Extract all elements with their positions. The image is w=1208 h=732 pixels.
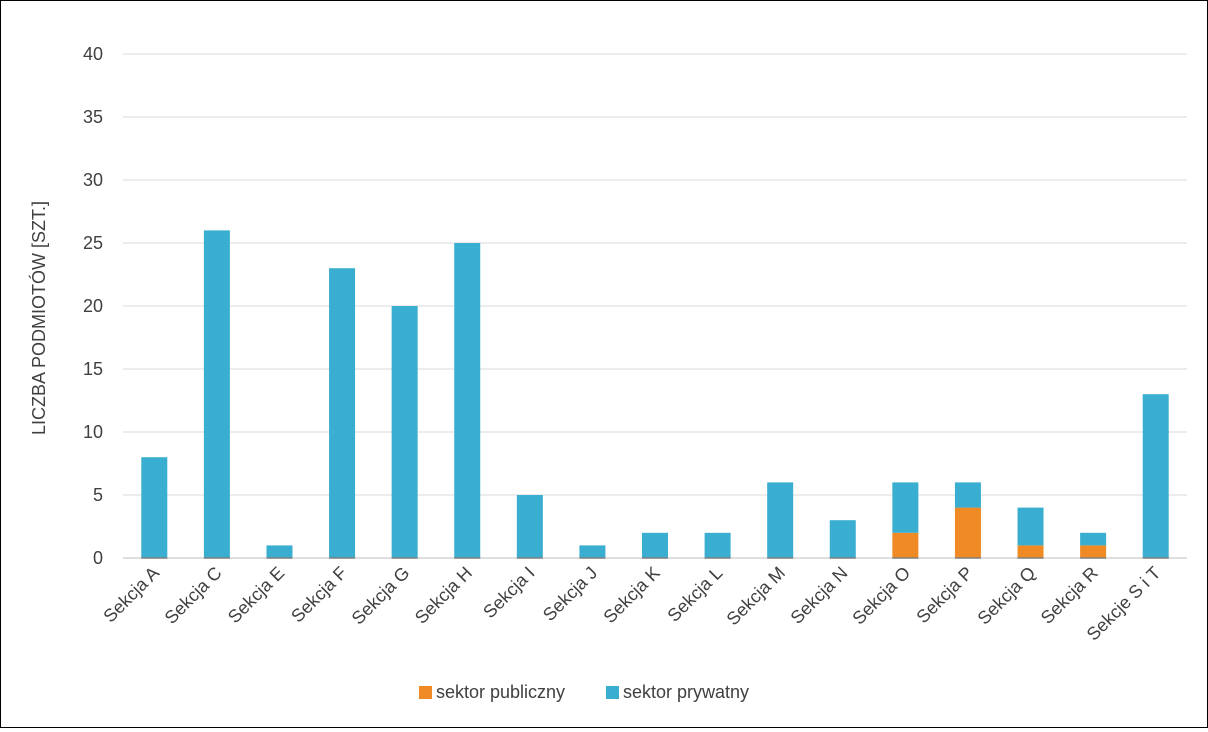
x-tick-label: Sekcja H	[411, 563, 476, 628]
bars	[141, 230, 1169, 559]
y-tick-label: 35	[83, 107, 103, 127]
x-tick-label: Sekcja K	[599, 563, 663, 627]
y-tick-label: 30	[83, 170, 103, 190]
y-tick-label: 15	[83, 359, 103, 379]
y-axis-ticks: 0 5 10 15 20 25 30 35 40	[83, 44, 103, 568]
y-tick-label: 10	[83, 422, 103, 442]
bar-sektor-prywatny	[266, 545, 293, 558]
bar-sektor-prywatny	[454, 243, 481, 558]
x-tick-label: Sekcja F	[287, 563, 351, 627]
bar-sektor-publiczny	[1080, 545, 1107, 558]
bar-sektor-prywatny	[767, 482, 794, 558]
bar-sektor-prywatny	[203, 230, 230, 558]
x-tick-label: Sekcja G	[348, 563, 414, 629]
y-axis-label: LICZBA PODMIOTÓW [SZT.]	[28, 201, 49, 435]
bar-sektor-prywatny	[1142, 394, 1169, 558]
x-tick-label: Sekcja M	[723, 563, 789, 629]
bar-sektor-publiczny	[892, 532, 919, 558]
bar-sektor-prywatny	[329, 268, 356, 558]
bar-sektor-prywatny	[579, 545, 606, 558]
legend-swatch	[606, 686, 619, 699]
x-tick-label: Sekcja J	[539, 563, 601, 625]
y-tick-label: 0	[93, 548, 103, 568]
y-tick-label: 40	[83, 44, 103, 64]
bar-sektor-prywatny	[1080, 532, 1107, 546]
bar-sektor-prywatny	[892, 482, 919, 533]
x-tick-label: Sekcja N	[787, 563, 852, 628]
bar-sektor-publiczny	[1017, 545, 1044, 558]
bar-sektor-publiczny	[954, 507, 981, 558]
x-tick-label: Sekcja R	[1037, 563, 1102, 628]
bar-sektor-prywatny	[829, 520, 856, 558]
bar-sektor-prywatny	[954, 482, 981, 508]
legend-label: sektor prywatny	[623, 682, 749, 702]
x-tick-label: Sekcja P	[912, 563, 976, 627]
bar-sektor-prywatny	[642, 532, 668, 558]
bar-sektor-prywatny	[391, 306, 418, 558]
bar-sektor-prywatny	[1017, 507, 1044, 546]
x-tick-label: Sekcja L	[663, 563, 726, 626]
legend-label: sektor publiczny	[436, 682, 565, 702]
x-tick-label: Sekcja O	[848, 563, 914, 629]
x-tick-label: Sekcja E	[224, 563, 288, 627]
x-tick-label: Sekcja A	[99, 563, 163, 627]
x-tick-label: Sekcja I	[479, 563, 538, 622]
legend-swatch	[419, 686, 432, 699]
bar-sektor-prywatny	[516, 495, 543, 558]
gridlines	[123, 53, 1187, 559]
y-tick-label: 20	[83, 296, 103, 316]
x-tick-label: Sekcja Q	[974, 563, 1040, 629]
y-tick-label: 25	[83, 233, 103, 253]
bar-sektor-prywatny	[141, 457, 168, 558]
bar-sektor-prywatny	[704, 532, 731, 558]
legend: sektor publiczny sektor prywatny	[419, 682, 749, 702]
y-tick-label: 5	[93, 485, 103, 505]
x-tick-label: Sekcja C	[161, 563, 226, 628]
